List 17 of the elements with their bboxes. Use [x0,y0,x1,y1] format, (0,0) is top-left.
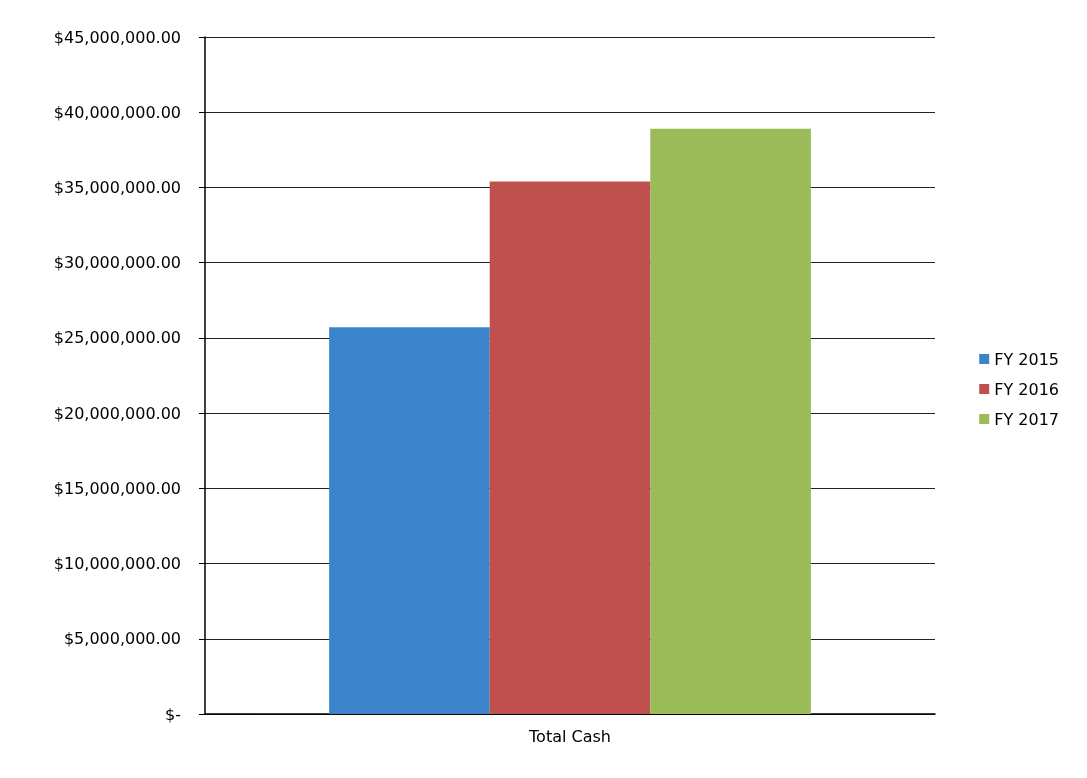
y-tick-label: $40,000,000.00 [53,102,181,122]
y-tick-label: $35,000,000.00 [53,177,181,197]
y-tick-label: $45,000,000.00 [53,27,181,47]
y-tick-label: $15,000,000.00 [53,478,181,498]
bar [489,181,651,714]
legend-label: FY 2016 [994,379,1059,399]
y-tick-label: $10,000,000.00 [53,554,181,574]
y-tick-label: $20,000,000.00 [53,403,181,423]
y-tick-label: $5,000,000.00 [63,629,181,649]
legend-label: FY 2015 [994,349,1059,369]
legend-label: FY 2017 [994,409,1059,429]
y-tick-label: $- [165,704,181,724]
bar [650,128,811,714]
y-tick-label: $25,000,000.00 [53,328,181,348]
x-tick-label: Total Cash [528,726,611,746]
bar [329,327,490,714]
y-tick-label: $30,000,000.00 [53,253,181,273]
